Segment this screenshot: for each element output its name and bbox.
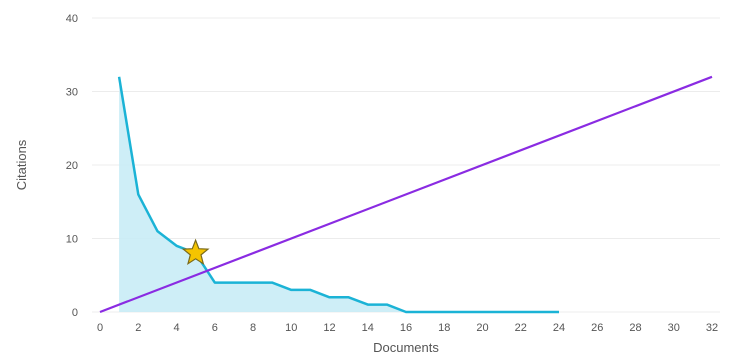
y-tick-label: 10 (66, 234, 78, 246)
x-tick-label: 14 (362, 322, 374, 334)
x-tick-label: 6 (212, 322, 218, 334)
x-tick-label: 20 (476, 322, 488, 334)
x-tick-label: 2 (135, 322, 141, 334)
x-tick-label: 18 (438, 322, 450, 334)
line-series (99, 75, 713, 314)
diagonal-reference-line (99, 75, 713, 314)
x-tick-label: 28 (629, 322, 641, 334)
x-tick-label: 10 (285, 322, 297, 334)
x-axis-ticks: 0 2 4 6 8 10 12 14 16 18 20 22 24 26 28 30 32 (97, 322, 718, 334)
gridlines (92, 17, 720, 313)
x-tick-label: 24 (553, 322, 565, 334)
x-tick-label: 8 (250, 322, 256, 334)
y-tick-label: 20 (66, 160, 78, 172)
x-tick-label: 26 (591, 322, 603, 334)
y-tick-label: 40 (66, 13, 78, 25)
x-tick-label: 12 (323, 322, 335, 334)
h-index-marker (181, 238, 210, 266)
x-tick-label: 4 (173, 322, 179, 334)
area-series (117, 76, 559, 314)
y-tick-label: 0 (72, 307, 78, 319)
star-icon (181, 238, 210, 266)
x-tick-label: 0 (97, 322, 103, 334)
x-tick-label: 16 (400, 322, 412, 334)
y-tick-label: 30 (66, 87, 78, 99)
y-axis-title: Citations (14, 139, 29, 190)
x-tick-label: 30 (668, 322, 680, 334)
x-tick-label: 32 (706, 322, 718, 334)
x-tick-label: 22 (515, 322, 527, 334)
y-axis-ticks: 0 10 20 30 40 (66, 13, 78, 319)
citation-area-fill (119, 76, 559, 312)
x-axis-title: Documents (373, 340, 439, 355)
